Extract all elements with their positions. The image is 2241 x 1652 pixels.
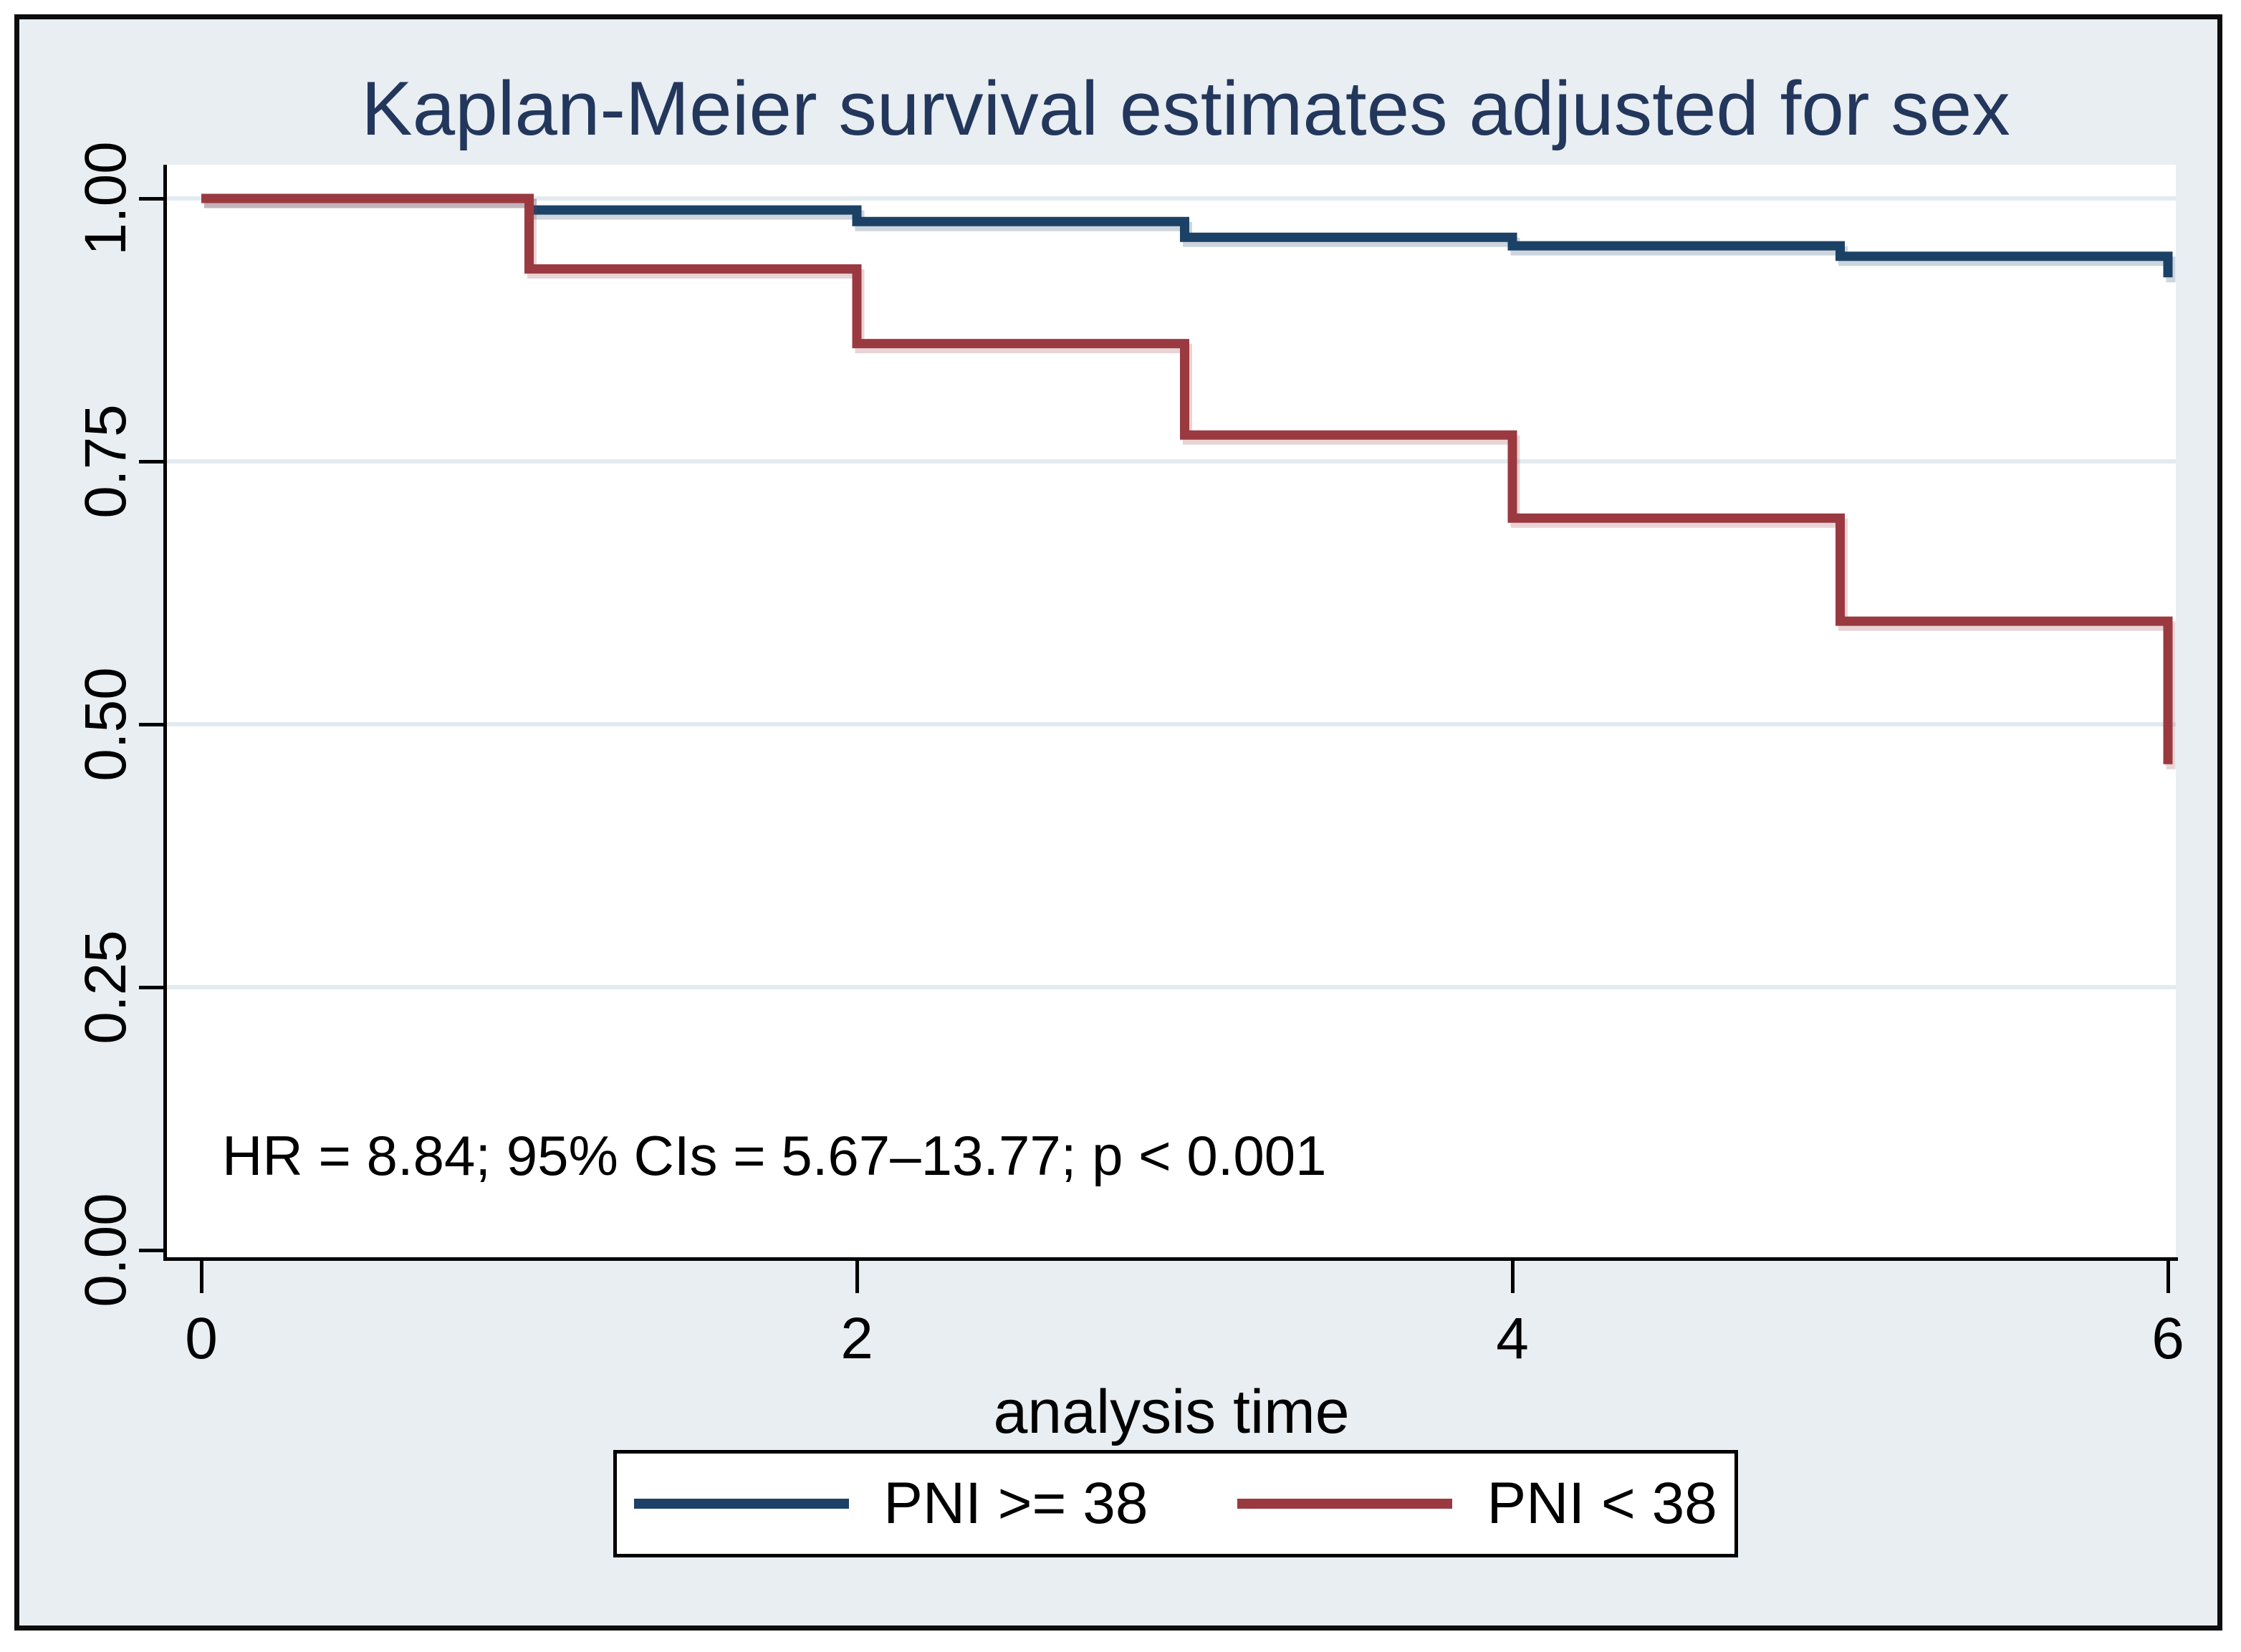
survival-curves bbox=[201, 193, 2173, 764]
curve-pni-38 bbox=[201, 193, 2173, 278]
y-tick-label-0.00: 0.00 bbox=[73, 1193, 138, 1307]
y-tick-label-0.25: 0.25 bbox=[73, 930, 138, 1044]
x-axis-line bbox=[163, 1257, 2178, 1261]
y-tick-0.25 bbox=[139, 985, 163, 989]
gridline-y-0.50 bbox=[167, 722, 2176, 726]
legend-entry-pni-ge-38: PNI >= 38 bbox=[634, 1470, 1148, 1537]
y-tick-0.50 bbox=[139, 722, 163, 726]
x-tick-label-2: 2 bbox=[840, 1306, 873, 1371]
y-tick-0.75 bbox=[139, 459, 163, 464]
x-tick-label-4: 4 bbox=[1496, 1306, 1529, 1371]
y-tick-label-0.50: 0.50 bbox=[73, 667, 138, 782]
gridline-y-1.00 bbox=[167, 196, 2176, 201]
curve-pni-38 bbox=[201, 193, 2173, 764]
y-tick-label-0.75: 0.75 bbox=[73, 404, 138, 519]
plot-area bbox=[167, 165, 2176, 1257]
x-tick-0 bbox=[199, 1261, 203, 1293]
x-axis-title: analysis time bbox=[993, 1378, 1350, 1446]
legend-label-pni-lt-38: PNI < 38 bbox=[1487, 1471, 1717, 1536]
legend-box: PNI >= 38 PNI < 38 bbox=[613, 1450, 1738, 1557]
hr-annotation: HR = 8.84; 95% CIs = 5.67–13.77; p < 0.0… bbox=[222, 1124, 1327, 1187]
x-tick-6 bbox=[2166, 1261, 2170, 1293]
x-tick-label-0: 0 bbox=[185, 1306, 218, 1371]
y-tick-1.00 bbox=[139, 196, 163, 201]
y-tick-0.00 bbox=[139, 1248, 163, 1252]
legend-label-pni-ge-38: PNI >= 38 bbox=[883, 1471, 1148, 1536]
y-tick-label-1.00: 1.00 bbox=[73, 141, 138, 256]
legend-swatch-pni-lt-38 bbox=[1237, 1499, 1453, 1509]
x-tick-2 bbox=[855, 1261, 859, 1293]
x-tick-label-6: 6 bbox=[2151, 1306, 2184, 1371]
legend-swatch-pni-ge-38 bbox=[634, 1499, 850, 1509]
y-axis-line bbox=[163, 165, 167, 1261]
x-tick-4 bbox=[1510, 1261, 1515, 1293]
chart-title: Kaplan-Meier survival estimates adjusted… bbox=[361, 65, 2010, 151]
legend-entry-pni-lt-38: PNI < 38 bbox=[1237, 1470, 1717, 1537]
gridline-y-0.75 bbox=[167, 459, 2176, 464]
gridline-y-0.25 bbox=[167, 985, 2176, 989]
